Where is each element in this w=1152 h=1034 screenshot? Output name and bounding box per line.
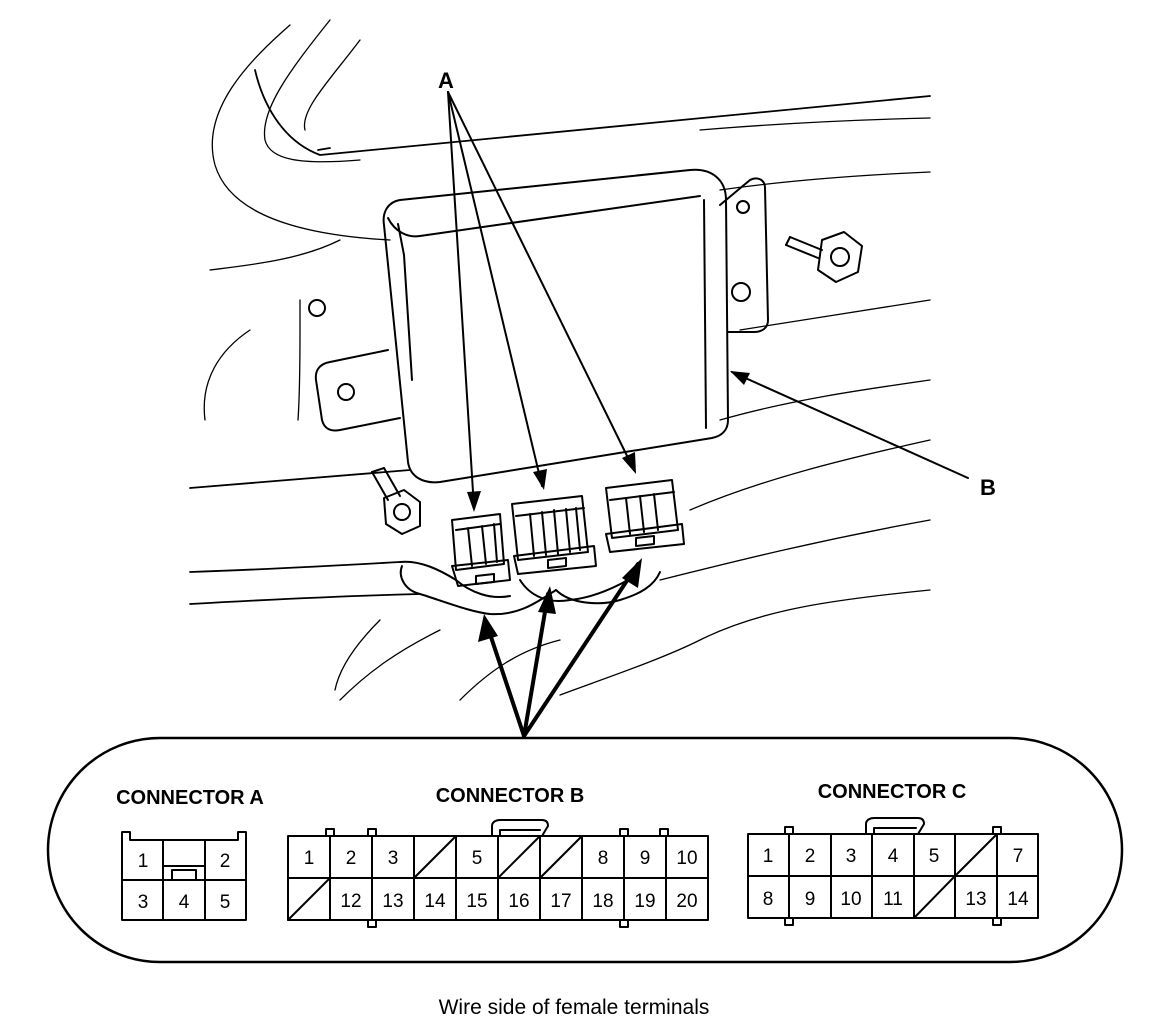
connector-a-title: CONNECTOR A bbox=[116, 787, 264, 809]
pin-label: 8 bbox=[763, 889, 774, 910]
panel-pointer-heads bbox=[478, 558, 642, 642]
leader-line-b bbox=[731, 371, 969, 479]
pin-label: 16 bbox=[508, 891, 529, 912]
pin-label: 8 bbox=[598, 848, 609, 869]
pin-label: 9 bbox=[805, 889, 816, 910]
leader-arrowheads-a bbox=[467, 452, 636, 512]
pin-label: 17 bbox=[550, 891, 571, 912]
callout-b: B bbox=[980, 475, 996, 500]
pin-label: 5 bbox=[929, 846, 940, 867]
pin-label: 10 bbox=[676, 848, 697, 869]
pin-label: 11 bbox=[883, 889, 903, 910]
pin-label: 14 bbox=[424, 891, 446, 912]
pin-label: 3 bbox=[388, 848, 399, 869]
connector-c-pins: 1 2 3 4 5 7 8 9 10 11 13 14 bbox=[763, 846, 1029, 910]
pin-label: 12 bbox=[340, 891, 361, 912]
pin-label: 7 bbox=[1013, 846, 1024, 867]
connector-c-face bbox=[747, 817, 1039, 926]
connector-a-physical bbox=[451, 513, 511, 587]
pin-label: 10 bbox=[840, 889, 861, 910]
pin-label: 1 bbox=[763, 846, 774, 867]
connector-b-title: CONNECTOR B bbox=[436, 785, 585, 807]
pin-label: 2 bbox=[346, 848, 357, 869]
pin-label: 4 bbox=[888, 846, 899, 867]
terminal-view-panel bbox=[46, 736, 1124, 964]
panel-caption: Wire side of female terminals bbox=[439, 996, 710, 1019]
pin-label: 3 bbox=[138, 892, 149, 913]
pin-label: 18 bbox=[592, 891, 613, 912]
pin-label: 2 bbox=[805, 846, 816, 867]
connector-c-title: CONNECTOR C bbox=[818, 781, 967, 803]
leader-arrowhead-b bbox=[730, 371, 750, 385]
pin-label: 19 bbox=[634, 891, 655, 912]
pin-label: 15 bbox=[466, 891, 487, 912]
pin-label: 1 bbox=[304, 848, 315, 869]
pin-label: 20 bbox=[676, 891, 697, 912]
control-unit bbox=[308, 168, 769, 484]
leader-lines-a bbox=[447, 91, 635, 509]
bolt-right bbox=[785, 231, 863, 283]
cross-member bbox=[189, 69, 931, 605]
connector-b-physical bbox=[511, 495, 597, 575]
pin-label: 3 bbox=[846, 846, 857, 867]
pin-label: 5 bbox=[220, 892, 231, 913]
callout-a: A bbox=[438, 68, 454, 93]
connector-a-pins: 1 2 3 4 5 bbox=[138, 851, 231, 913]
pin-label: 13 bbox=[965, 889, 986, 910]
bolt-left bbox=[371, 467, 421, 535]
panel-pointers bbox=[484, 562, 640, 738]
connector-a-face bbox=[121, 831, 247, 921]
connector-b-face bbox=[287, 819, 709, 928]
pin-label: 13 bbox=[382, 891, 403, 912]
pin-label: 9 bbox=[640, 848, 651, 869]
pin-label: 4 bbox=[179, 892, 190, 913]
body-panel-contours bbox=[203, 19, 931, 701]
wire-harness bbox=[399, 560, 661, 616]
connector-c-physical bbox=[605, 479, 685, 553]
connector-b-pins: 1 2 3 5 8 9 10 12 13 14 15 16 17 18 19 2… bbox=[304, 848, 698, 912]
pin-label: 2 bbox=[220, 851, 231, 872]
pin-label: 1 bbox=[138, 851, 149, 872]
pin-label: 14 bbox=[1007, 889, 1029, 910]
pin-label: 5 bbox=[472, 848, 483, 869]
